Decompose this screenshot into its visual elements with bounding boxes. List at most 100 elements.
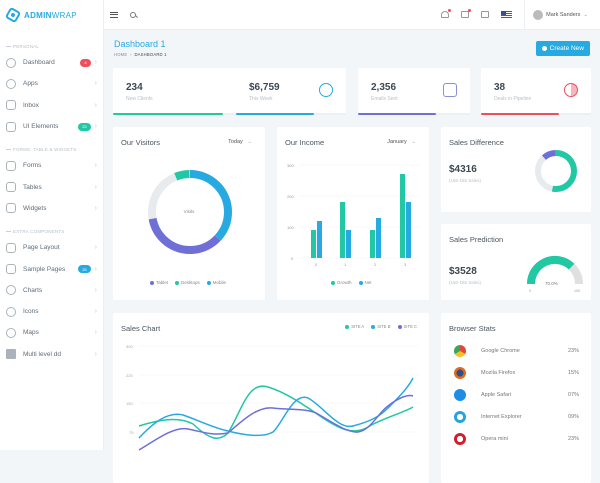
user-menu[interactable]: Mark Sanders ⌄ bbox=[524, 0, 588, 29]
sales-prediction-value: $3528 bbox=[449, 266, 477, 277]
chevron-right-icon: › bbox=[94, 308, 97, 316]
list-item: Opera mini 23% bbox=[454, 428, 579, 450]
widgets-icon bbox=[6, 203, 16, 214]
stat-value: 38 bbox=[494, 82, 506, 93]
sidebar-item-multi-level[interactable]: Multi level dd › bbox=[0, 344, 103, 365]
sidebar-item-sample-pages[interactable]: Sample Pages 25 › bbox=[0, 258, 103, 279]
visitors-legend: Tablet Desktops Mobile bbox=[150, 280, 226, 285]
breadcrumb: HOME › DASHBOARD 1 bbox=[114, 52, 167, 57]
gauge-max: 100 bbox=[574, 289, 580, 293]
chevron-right-icon: › bbox=[94, 183, 97, 191]
dollar-icon bbox=[319, 83, 333, 97]
chevron-right-icon: › bbox=[94, 204, 97, 212]
sales-difference-card: Sales Difference $4316 (150-165 Sales) bbox=[441, 127, 591, 212]
ui-elements-icon bbox=[6, 121, 16, 132]
progress-bar bbox=[113, 113, 223, 115]
sidebar-item-widgets[interactable]: Widgets › bbox=[0, 198, 103, 219]
mail-icon[interactable] bbox=[461, 9, 472, 18]
svg-text:1: 1 bbox=[344, 262, 347, 267]
page-layout-icon bbox=[6, 242, 16, 253]
sidebar-item-ui-elements[interactable]: UI Elements 23 › bbox=[0, 116, 103, 137]
breadcrumb-home[interactable]: HOME bbox=[114, 52, 128, 57]
donut-center-label: Visits bbox=[183, 209, 195, 214]
create-new-button[interactable]: Create New bbox=[535, 41, 590, 56]
svg-text:225: 225 bbox=[126, 373, 133, 378]
dashboard-icon bbox=[6, 57, 16, 68]
maps-icon bbox=[6, 327, 16, 338]
period-dropdown[interactable]: Today ⌄ bbox=[228, 139, 252, 145]
hamburger-menu-icon[interactable] bbox=[110, 11, 118, 18]
svg-text:100: 100 bbox=[287, 225, 294, 230]
section-forms: Forms, Table & Widgets bbox=[0, 143, 103, 155]
list-item: Apple Safari 07% bbox=[454, 384, 579, 406]
card-title: Sales Prediction bbox=[449, 235, 504, 244]
us-flag-icon[interactable] bbox=[501, 11, 513, 18]
sales-chart-card: Sales Chart SITE A SITE B SITE C 300 225 1… bbox=[113, 313, 429, 483]
chevron-right-icon: › bbox=[94, 59, 97, 67]
chrome-icon bbox=[454, 345, 466, 357]
notification-bell-icon[interactable] bbox=[441, 9, 452, 18]
svg-text:300: 300 bbox=[126, 344, 133, 349]
sidebar-item-dashboard[interactable]: Dashboard 4 › bbox=[0, 52, 103, 73]
tables-icon bbox=[6, 182, 16, 193]
inbox-icon bbox=[6, 100, 16, 111]
stat-card-emails-sent: 2,356 Emails Sent bbox=[358, 68, 470, 115]
stat-value: 2,356 bbox=[371, 82, 397, 93]
icons-icon bbox=[6, 306, 16, 317]
gauge-min: 0 bbox=[529, 289, 531, 293]
ie-icon bbox=[454, 411, 466, 423]
progress-bar bbox=[236, 113, 314, 115]
income-legend: Growth Net bbox=[331, 280, 372, 285]
stat-card-this-week: $6,759 This Week bbox=[236, 68, 346, 115]
chevron-right-icon: › bbox=[94, 350, 97, 358]
stat-card-deals: 38 Deals in Pipeline bbox=[481, 68, 591, 115]
stat-label: New Clients bbox=[126, 96, 153, 102]
sales-difference-sub: (150-165 Sales) bbox=[449, 178, 482, 183]
avatar bbox=[533, 9, 544, 20]
sidebar-item-forms[interactable]: Forms › bbox=[0, 155, 103, 176]
sidebar-item-inbox[interactable]: Inbox › bbox=[0, 95, 103, 116]
sales-prediction-sub: (150-165 Sales) bbox=[449, 280, 482, 285]
sales-prediction-gauge bbox=[526, 255, 583, 285]
sidebar-item-icons[interactable]: Icons › bbox=[0, 301, 103, 322]
svg-text:200: 200 bbox=[287, 194, 294, 199]
sidebar-item-charts[interactable]: Charts › bbox=[0, 280, 103, 301]
brand-bold: ADMIN bbox=[24, 10, 52, 20]
chevron-down-icon: ⌄ bbox=[583, 11, 588, 18]
stat-label: This Week bbox=[249, 96, 273, 102]
card-title: Our Visitors bbox=[121, 138, 161, 147]
search-icon[interactable] bbox=[130, 11, 136, 18]
breadcrumb-current: DASHBOARD 1 bbox=[134, 52, 167, 57]
svg-text:300: 300 bbox=[287, 163, 294, 168]
brand-logo[interactable]: ADMINWRAP bbox=[0, 0, 103, 30]
card-title: Sales Chart bbox=[121, 324, 161, 333]
charts-icon bbox=[6, 285, 16, 296]
chevron-down-icon: ⌄ bbox=[411, 139, 416, 145]
user-name: Mark Sanders bbox=[546, 11, 581, 18]
list-item: Internet Explorer 09% bbox=[454, 406, 579, 428]
logo-icon bbox=[4, 6, 22, 24]
sales-prediction-card: Sales Prediction $3528 (150-165 Sales) 7… bbox=[441, 224, 591, 300]
sample-pages-icon bbox=[6, 264, 16, 275]
sidebar-item-tables[interactable]: Tables › bbox=[0, 176, 103, 197]
svg-text:0: 0 bbox=[291, 256, 294, 261]
visitors-donut-chart bbox=[148, 170, 232, 254]
sidebar-item-page-layout[interactable]: Page Layout › bbox=[0, 237, 103, 258]
list-item: Mozila Firefox 15% bbox=[454, 362, 579, 384]
stat-label: Emails Sent bbox=[371, 96, 398, 102]
sidebar-item-maps[interactable]: Maps › bbox=[0, 322, 103, 343]
apps-icon bbox=[6, 78, 16, 89]
opera-icon bbox=[454, 433, 466, 445]
calendar-icon[interactable] bbox=[481, 11, 490, 18]
svg-text:75: 75 bbox=[129, 430, 134, 435]
chevron-right-icon: › bbox=[94, 286, 97, 294]
sales-difference-donut bbox=[535, 150, 577, 192]
section-extra: Extra Components bbox=[0, 225, 103, 237]
main-content: Dashboard 1 HOME › DASHBOARD 1 Create Ne… bbox=[104, 30, 600, 483]
month-dropdown[interactable]: January ⌄ bbox=[387, 139, 416, 145]
badge: 23 bbox=[78, 122, 91, 131]
browser-stats-card: Browser Stats Google Chrome 23% Mozila Fi… bbox=[441, 313, 591, 483]
card-title: Sales Difference bbox=[449, 138, 504, 147]
progress-bar bbox=[358, 113, 436, 115]
sidebar-item-apps[interactable]: Apps › bbox=[0, 73, 103, 94]
